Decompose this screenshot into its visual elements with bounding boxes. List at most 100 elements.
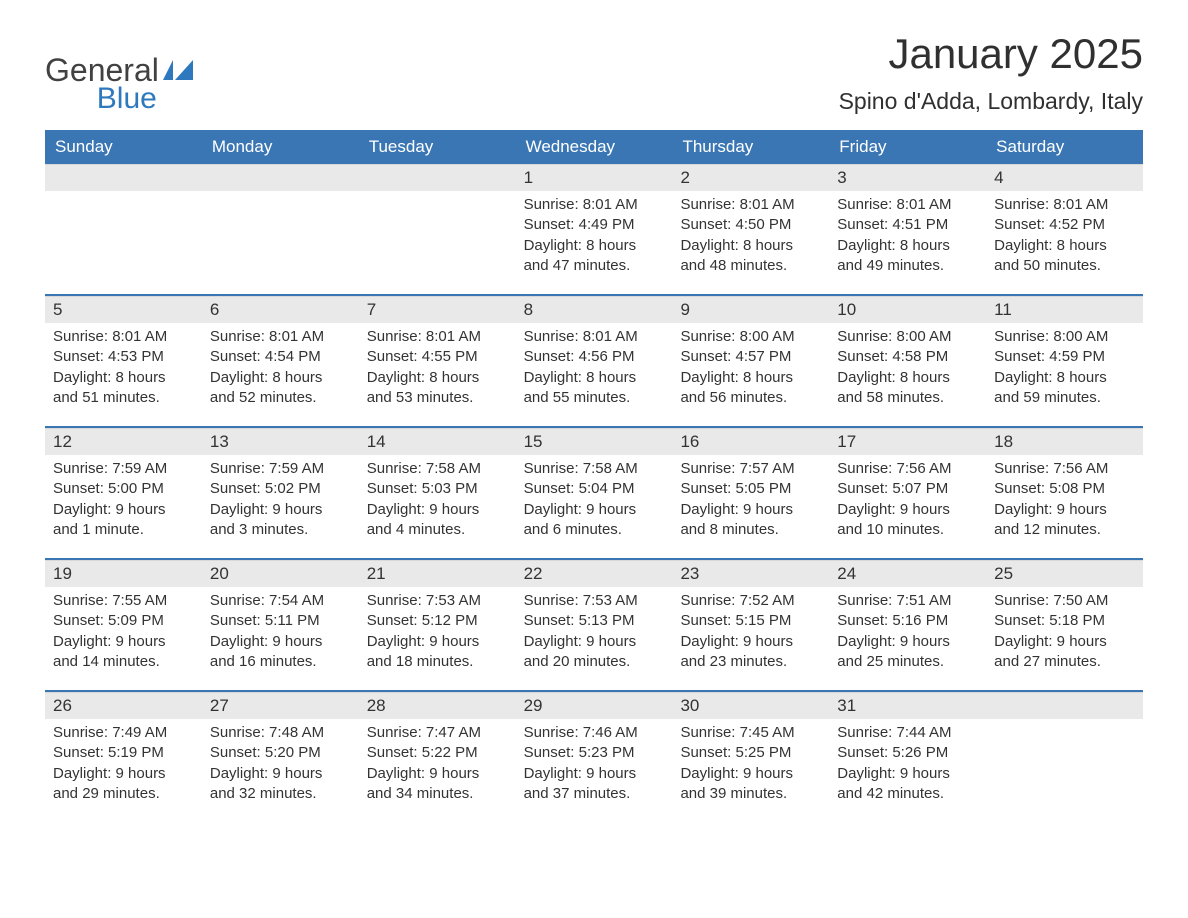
- sunset-line: Sunset: 5:12 PM: [367, 611, 508, 631]
- sunrise-line: Sunrise: 7:51 AM: [837, 591, 978, 611]
- sunset-line: Sunset: 5:15 PM: [680, 611, 821, 631]
- day-number: [359, 164, 516, 191]
- weekday-header: Sunday: [45, 130, 202, 164]
- sunrise-line: Sunrise: 8:01 AM: [837, 195, 978, 215]
- day-number: 14: [359, 428, 516, 455]
- calendar-cell: 1Sunrise: 8:01 AMSunset: 4:49 PMDaylight…: [516, 164, 673, 294]
- day-details: Sunrise: 8:01 AMSunset: 4:55 PMDaylight:…: [359, 323, 516, 416]
- daylight-line: Daylight: 8 hours and 55 minutes.: [524, 368, 665, 409]
- weekday-header: Tuesday: [359, 130, 516, 164]
- calendar-cell: 9Sunrise: 8:00 AMSunset: 4:57 PMDaylight…: [672, 296, 829, 426]
- day-number: 26: [45, 692, 202, 719]
- weekday-header: Friday: [829, 130, 986, 164]
- calendar-cell: 6Sunrise: 8:01 AMSunset: 4:54 PMDaylight…: [202, 296, 359, 426]
- daylight-line: Daylight: 9 hours and 18 minutes.: [367, 632, 508, 673]
- day-details: Sunrise: 7:54 AMSunset: 5:11 PMDaylight:…: [202, 587, 359, 680]
- calendar-cell: 5Sunrise: 8:01 AMSunset: 4:53 PMDaylight…: [45, 296, 202, 426]
- sunset-line: Sunset: 5:25 PM: [680, 743, 821, 763]
- sunset-line: Sunset: 5:13 PM: [524, 611, 665, 631]
- sunrise-line: Sunrise: 7:57 AM: [680, 459, 821, 479]
- daylight-line: Daylight: 9 hours and 4 minutes.: [367, 500, 508, 541]
- calendar-cell: 28Sunrise: 7:47 AMSunset: 5:22 PMDayligh…: [359, 692, 516, 822]
- sunrise-line: Sunrise: 8:00 AM: [837, 327, 978, 347]
- daylight-line: Daylight: 9 hours and 20 minutes.: [524, 632, 665, 673]
- day-number: 25: [986, 560, 1143, 587]
- sunrise-line: Sunrise: 8:01 AM: [53, 327, 194, 347]
- sunset-line: Sunset: 5:11 PM: [210, 611, 351, 631]
- calendar-cell: 25Sunrise: 7:50 AMSunset: 5:18 PMDayligh…: [986, 560, 1143, 690]
- sunrise-line: Sunrise: 7:46 AM: [524, 723, 665, 743]
- day-number: 17: [829, 428, 986, 455]
- sunset-line: Sunset: 5:09 PM: [53, 611, 194, 631]
- day-details: Sunrise: 7:45 AMSunset: 5:25 PMDaylight:…: [672, 719, 829, 812]
- daylight-line: Daylight: 8 hours and 52 minutes.: [210, 368, 351, 409]
- sunset-line: Sunset: 5:08 PM: [994, 479, 1135, 499]
- daylight-line: Daylight: 9 hours and 8 minutes.: [680, 500, 821, 541]
- sunrise-line: Sunrise: 8:01 AM: [994, 195, 1135, 215]
- sunrise-line: Sunrise: 7:59 AM: [53, 459, 194, 479]
- day-details: Sunrise: 7:44 AMSunset: 5:26 PMDaylight:…: [829, 719, 986, 812]
- daylight-line: Daylight: 9 hours and 34 minutes.: [367, 764, 508, 805]
- daylight-line: Daylight: 9 hours and 29 minutes.: [53, 764, 194, 805]
- calendar-cell: 11Sunrise: 8:00 AMSunset: 4:59 PMDayligh…: [986, 296, 1143, 426]
- calendar-cell: [986, 692, 1143, 822]
- day-details: Sunrise: 7:47 AMSunset: 5:22 PMDaylight:…: [359, 719, 516, 812]
- day-details: Sunrise: 8:01 AMSunset: 4:50 PMDaylight:…: [672, 191, 829, 284]
- day-details: Sunrise: 7:53 AMSunset: 5:12 PMDaylight:…: [359, 587, 516, 680]
- calendar-cell: 13Sunrise: 7:59 AMSunset: 5:02 PMDayligh…: [202, 428, 359, 558]
- sunset-line: Sunset: 4:53 PM: [53, 347, 194, 367]
- sunrise-line: Sunrise: 7:50 AM: [994, 591, 1135, 611]
- day-number: 12: [45, 428, 202, 455]
- month-title: January 2025: [839, 30, 1143, 78]
- sunrise-line: Sunrise: 7:45 AM: [680, 723, 821, 743]
- day-details: Sunrise: 7:59 AMSunset: 5:00 PMDaylight:…: [45, 455, 202, 548]
- day-number: 18: [986, 428, 1143, 455]
- sunrise-line: Sunrise: 8:01 AM: [524, 327, 665, 347]
- sunrise-line: Sunrise: 7:47 AM: [367, 723, 508, 743]
- sunset-line: Sunset: 5:02 PM: [210, 479, 351, 499]
- day-details: Sunrise: 8:01 AMSunset: 4:56 PMDaylight:…: [516, 323, 673, 416]
- day-number: 22: [516, 560, 673, 587]
- sunrise-line: Sunrise: 8:01 AM: [680, 195, 821, 215]
- calendar-cell: 15Sunrise: 7:58 AMSunset: 5:04 PMDayligh…: [516, 428, 673, 558]
- calendar-cell: 14Sunrise: 7:58 AMSunset: 5:03 PMDayligh…: [359, 428, 516, 558]
- daylight-line: Daylight: 9 hours and 6 minutes.: [524, 500, 665, 541]
- day-details: Sunrise: 8:01 AMSunset: 4:52 PMDaylight:…: [986, 191, 1143, 284]
- calendar: Sunday Monday Tuesday Wednesday Thursday…: [45, 130, 1143, 822]
- calendar-cell: 10Sunrise: 8:00 AMSunset: 4:58 PMDayligh…: [829, 296, 986, 426]
- daylight-line: Daylight: 8 hours and 53 minutes.: [367, 368, 508, 409]
- day-number: 11: [986, 296, 1143, 323]
- calendar-cell: 12Sunrise: 7:59 AMSunset: 5:00 PMDayligh…: [45, 428, 202, 558]
- sunset-line: Sunset: 5:03 PM: [367, 479, 508, 499]
- title-block: January 2025 Spino d'Adda, Lombardy, Ita…: [839, 30, 1143, 115]
- sunrise-line: Sunrise: 7:52 AM: [680, 591, 821, 611]
- day-number: 2: [672, 164, 829, 191]
- day-number: 19: [45, 560, 202, 587]
- daylight-line: Daylight: 8 hours and 50 minutes.: [994, 236, 1135, 277]
- day-details: Sunrise: 7:58 AMSunset: 5:04 PMDaylight:…: [516, 455, 673, 548]
- logo: General Blue: [45, 30, 197, 116]
- sunrise-line: Sunrise: 8:00 AM: [994, 327, 1135, 347]
- day-details: Sunrise: 7:50 AMSunset: 5:18 PMDaylight:…: [986, 587, 1143, 680]
- daylight-line: Daylight: 9 hours and 42 minutes.: [837, 764, 978, 805]
- daylight-line: Daylight: 9 hours and 10 minutes.: [837, 500, 978, 541]
- daylight-line: Daylight: 9 hours and 25 minutes.: [837, 632, 978, 673]
- sunrise-line: Sunrise: 8:01 AM: [367, 327, 508, 347]
- day-details: Sunrise: 7:59 AMSunset: 5:02 PMDaylight:…: [202, 455, 359, 548]
- calendar-week: 26Sunrise: 7:49 AMSunset: 5:19 PMDayligh…: [45, 690, 1143, 822]
- calendar-cell: 20Sunrise: 7:54 AMSunset: 5:11 PMDayligh…: [202, 560, 359, 690]
- sunrise-line: Sunrise: 8:01 AM: [524, 195, 665, 215]
- sunset-line: Sunset: 5:16 PM: [837, 611, 978, 631]
- calendar-cell: 26Sunrise: 7:49 AMSunset: 5:19 PMDayligh…: [45, 692, 202, 822]
- day-details: Sunrise: 8:01 AMSunset: 4:49 PMDaylight:…: [516, 191, 673, 284]
- sunrise-line: Sunrise: 7:56 AM: [837, 459, 978, 479]
- calendar-week: 12Sunrise: 7:59 AMSunset: 5:00 PMDayligh…: [45, 426, 1143, 558]
- day-number: [986, 692, 1143, 719]
- daylight-line: Daylight: 8 hours and 48 minutes.: [680, 236, 821, 277]
- sunrise-line: Sunrise: 7:49 AM: [53, 723, 194, 743]
- day-details: Sunrise: 7:55 AMSunset: 5:09 PMDaylight:…: [45, 587, 202, 680]
- sunset-line: Sunset: 4:58 PM: [837, 347, 978, 367]
- daylight-line: Daylight: 9 hours and 1 minute.: [53, 500, 194, 541]
- day-details: Sunrise: 8:01 AMSunset: 4:53 PMDaylight:…: [45, 323, 202, 416]
- calendar-cell: 3Sunrise: 8:01 AMSunset: 4:51 PMDaylight…: [829, 164, 986, 294]
